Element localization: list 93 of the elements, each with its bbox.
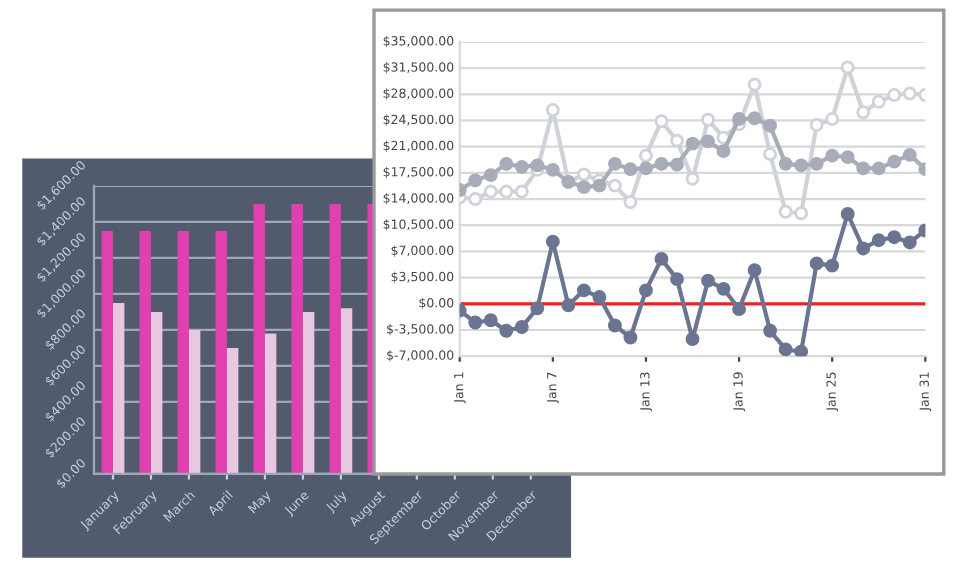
point [685,136,700,151]
point [623,195,638,209]
point [639,148,653,163]
point [825,112,840,126]
point [701,134,715,149]
bar [253,203,265,474]
point [468,192,483,206]
point [654,156,669,171]
point [902,86,917,101]
bar [139,230,151,474]
bar [340,308,353,474]
point [545,162,560,177]
bar [188,329,201,474]
point [794,206,809,221]
bar [150,311,163,474]
bar [226,347,239,474]
point [794,158,809,173]
point [763,147,778,162]
point [763,118,778,133]
point [639,161,653,176]
point [670,133,684,148]
point [685,332,700,346]
point [514,159,529,174]
point [639,283,653,298]
point [902,235,917,250]
point [871,94,886,109]
point [732,302,747,316]
point [561,298,576,313]
point [592,178,607,193]
point [809,156,824,171]
point [607,178,622,193]
point [592,290,607,305]
point [468,173,483,188]
point [887,154,902,169]
point [747,263,762,278]
point [871,161,886,176]
point [716,144,731,159]
point [576,283,591,298]
point [809,256,824,271]
point [747,111,762,126]
point [778,156,793,171]
point [499,156,514,171]
point [654,114,669,129]
point [794,344,809,357]
point [499,323,514,338]
bar [112,302,125,474]
point [530,301,545,316]
point [623,330,638,345]
point [654,251,669,266]
bar [291,203,303,474]
point [514,320,529,334]
point [483,313,498,328]
point [825,258,840,273]
point [607,156,622,171]
point [840,150,855,165]
point [840,207,855,221]
point [701,112,715,127]
point [468,315,483,330]
point [778,204,793,219]
bar [177,230,189,474]
point [778,342,793,357]
point [747,77,762,92]
point [701,273,715,288]
point [576,167,591,182]
bar [302,311,315,474]
point [670,272,684,287]
point [840,60,855,75]
point [670,157,684,172]
point [576,180,591,195]
point [545,103,560,117]
point [763,323,778,338]
point [545,234,560,249]
point [499,184,514,199]
point [514,184,529,199]
point [623,162,638,177]
point [856,105,871,120]
point [871,233,886,248]
point [607,318,622,333]
point [887,88,902,102]
point [887,230,902,245]
point [483,184,498,199]
point [825,148,840,163]
point [483,168,498,183]
point [716,281,731,296]
bar [329,203,341,474]
point [809,118,824,132]
point [856,241,871,256]
point [732,112,747,126]
bar [101,230,113,474]
bar [215,230,227,474]
bar [264,333,277,474]
point [856,161,871,176]
point [902,147,917,162]
